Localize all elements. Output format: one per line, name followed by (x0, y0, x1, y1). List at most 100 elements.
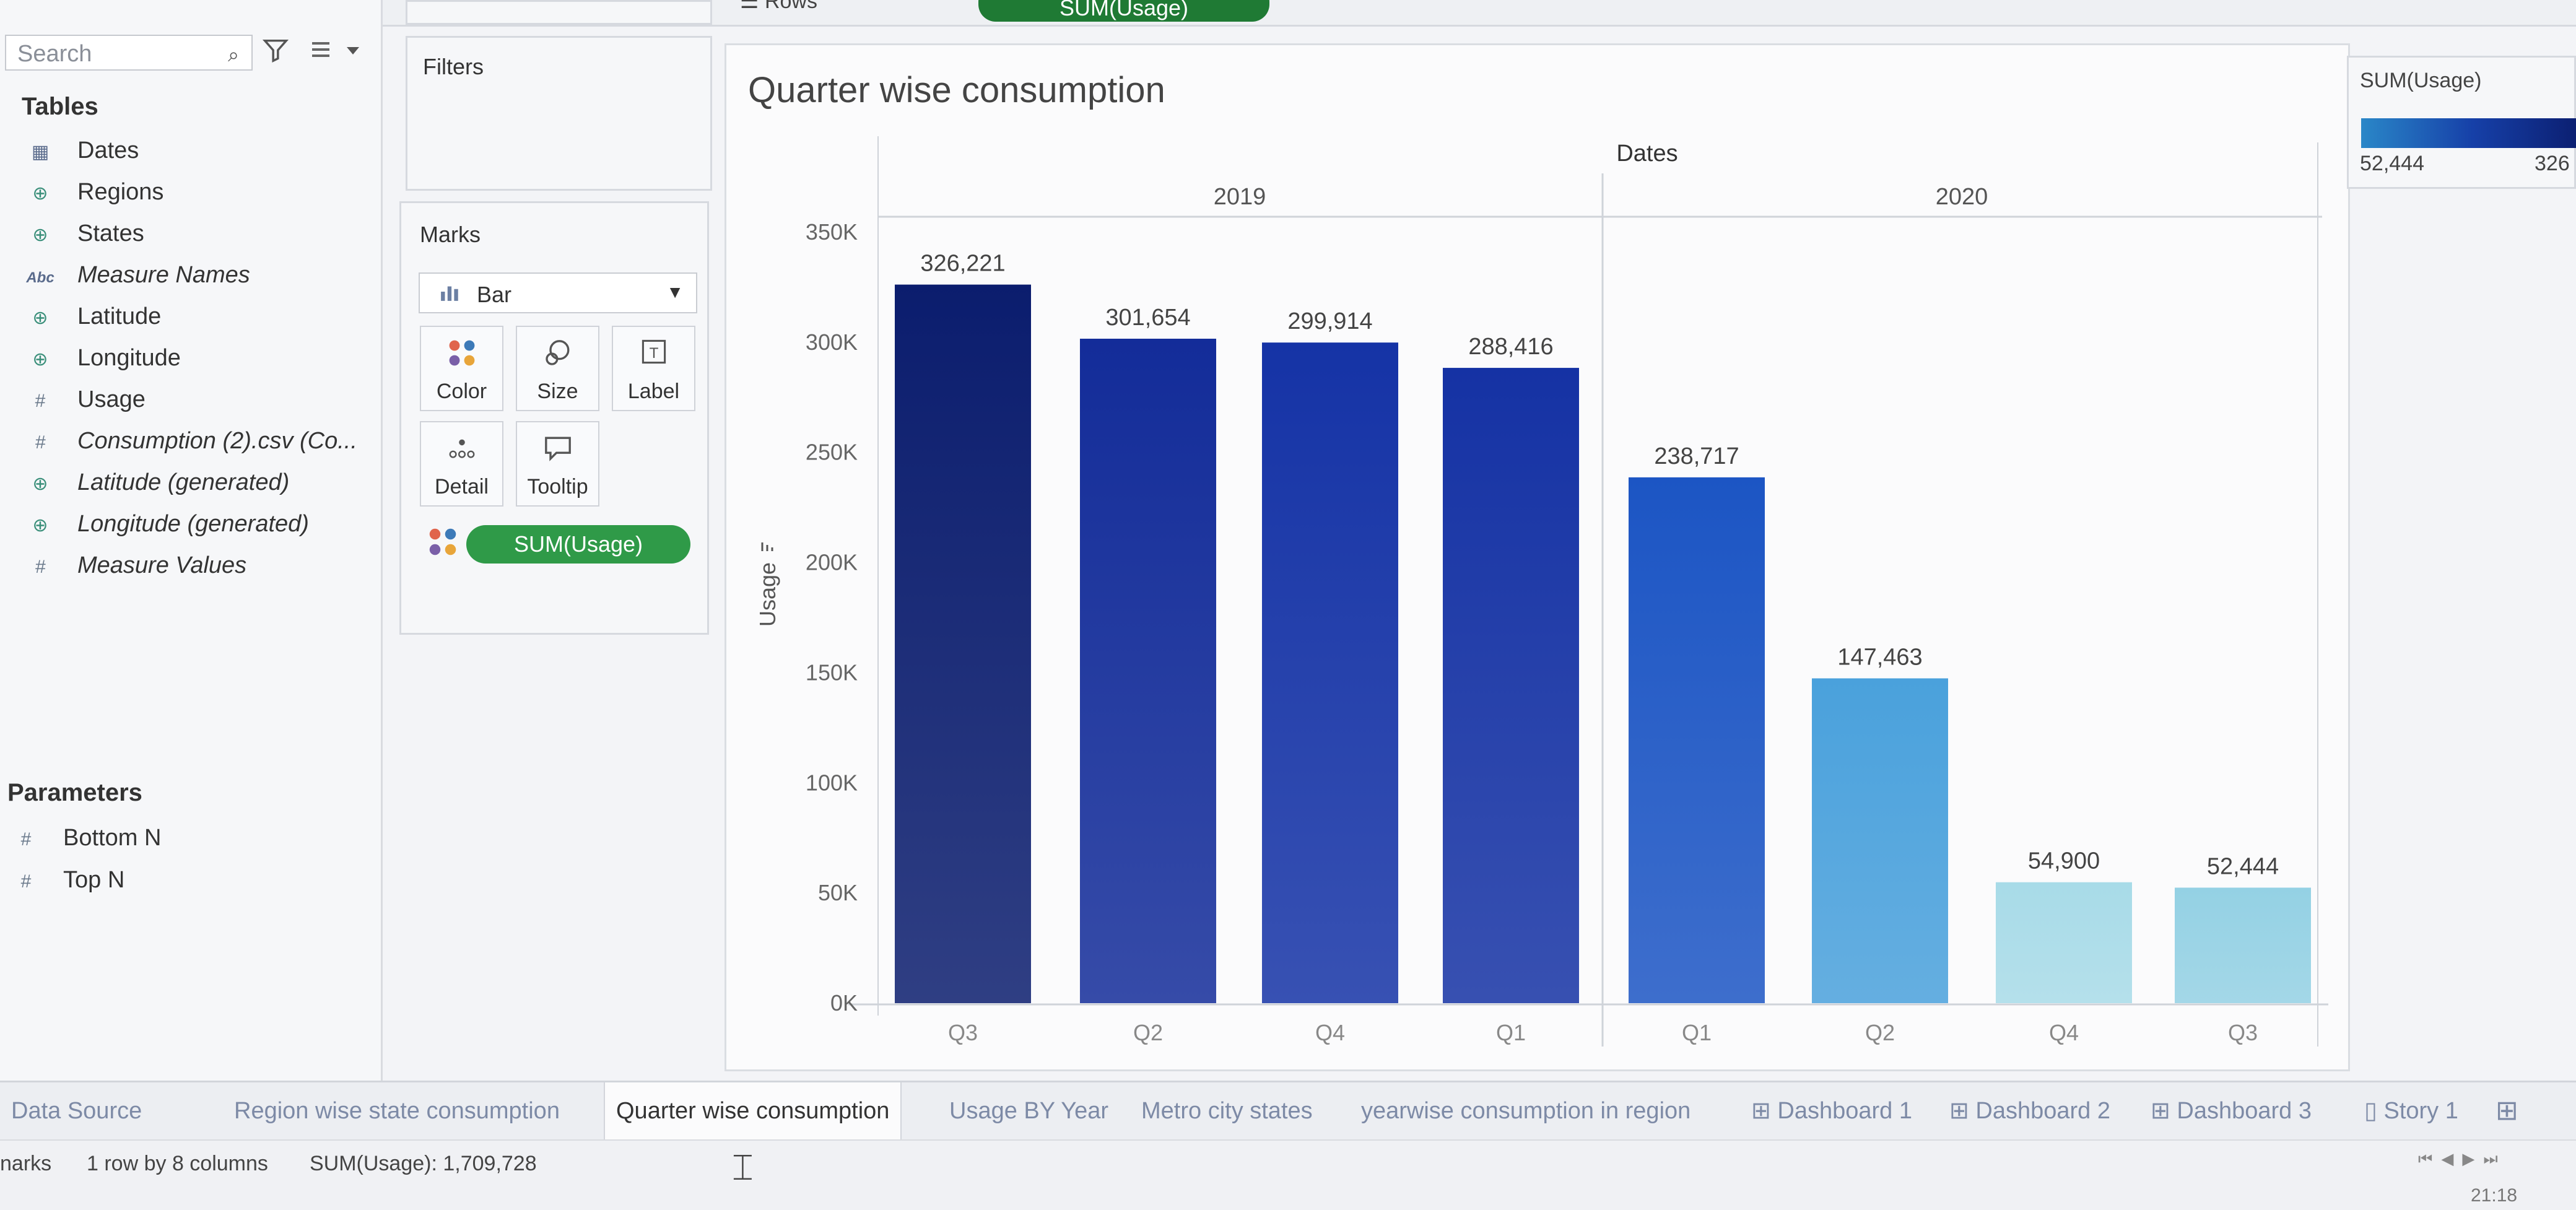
sheet-tab-label: Usage BY Year (949, 1098, 1109, 1124)
bar (2175, 887, 2311, 1003)
y-tick-label: 200K (806, 550, 858, 575)
rows-icon: ☰ (740, 0, 765, 13)
sheet-tab[interactable]: ▯ Story 1 (2353, 1082, 2469, 1139)
bar-value-label: 238,717 (1654, 443, 1739, 469)
status-rows-columns: 1 row by 8 columns (87, 1152, 268, 1175)
filter-icon[interactable] (261, 36, 290, 71)
mark-type-dropdown[interactable]: Bar ▼ (419, 272, 697, 313)
y-tick-label: 300K (806, 329, 858, 355)
marks-card: Marks Bar ▼ Color Size T Label Detail Tooltip… (399, 201, 709, 635)
x-tick-label: Q1 (1496, 1020, 1526, 1045)
field-item[interactable]: ⊕ Regions (22, 179, 163, 206)
field-item[interactable]: # Usage (22, 386, 146, 413)
bar-chart-icon (440, 281, 461, 305)
sheet-navigation-arrows[interactable]: ⏮◀▶⏭ (2418, 1149, 2507, 1168)
mark-button-label: Color (436, 380, 487, 403)
sheet-tab[interactable]: Data Source (0, 1082, 153, 1139)
globe-icon: ⊕ (32, 225, 48, 245)
y-tick-label: 50K (818, 880, 858, 905)
field-item[interactable]: ⊕ Longitude (generated) (22, 511, 309, 538)
field-item[interactable]: ⊕ States (22, 220, 144, 247)
y-tick-label: 100K (806, 770, 858, 795)
detail-mark-button[interactable]: Detail (420, 421, 503, 507)
tooltip-mark-button[interactable]: Tooltip (516, 421, 599, 507)
hash-icon: # (20, 871, 32, 892)
dates-header: Dates (1616, 141, 1677, 167)
sheet-tab-label: Region wise state consumption (234, 1098, 560, 1124)
bar-value-label: 299,914 (1287, 308, 1372, 334)
field-item[interactable]: Abc Measure Names (22, 262, 250, 289)
bar (895, 284, 1031, 1003)
tooltip-icon (517, 433, 598, 470)
year-label: 2020 (1936, 184, 1988, 210)
new-sheet-icon[interactable]: ⊞ (2496, 1095, 2518, 1126)
y-tick-label: 350K (806, 219, 858, 245)
svg-text:T: T (649, 345, 658, 362)
legend-gradient (2361, 118, 2576, 148)
mark-button-label: Detail (435, 475, 489, 498)
field-item[interactable]: # Consumption (2).csv (Co... (22, 428, 357, 455)
view-options-icon[interactable] (310, 38, 365, 66)
globe-icon: ⊕ (32, 183, 48, 204)
rows-label: Rows (764, 0, 817, 13)
tables-heading: Tables (22, 93, 98, 120)
sheet-tab[interactable]: Usage BY Year (938, 1082, 1120, 1139)
bar (1080, 338, 1216, 1003)
field-label: Longitude (generated) (77, 511, 309, 537)
field-item[interactable]: ⊕ Longitude (22, 345, 181, 372)
dashboard-icon: ⊞ (1949, 1098, 1976, 1124)
search-icon[interactable]: ⌕ (228, 43, 239, 66)
data-pane (0, 0, 383, 1081)
sheet-tab[interactable]: ⊞ Dashboard 3 (2139, 1082, 2323, 1139)
sheet-tab-label: Dashboard 2 (1975, 1098, 2110, 1124)
rows-shelf-pill[interactable]: SUM(Usage) (978, 0, 1269, 22)
chevron-down-icon[interactable]: ▼ (666, 282, 684, 302)
sheet-tab[interactable]: yearwise consumption in region (1350, 1082, 1702, 1139)
color-legend[interactable]: SUM(Usage) 52,444 326 (2347, 56, 2576, 189)
filters-title: Filters (423, 54, 484, 79)
mark-button-label: Label (627, 380, 680, 403)
status-marks: narks (0, 1152, 52, 1175)
text-cursor-icon: ⌶ (732, 1147, 754, 1188)
bar (1996, 882, 2132, 1003)
field-label: Longitude (77, 345, 181, 371)
parameter-item[interactable]: # Top N (7, 867, 125, 894)
sheet-tab[interactable]: ⊞ Dashboard 2 (1938, 1082, 2121, 1139)
sheet-tab[interactable]: Quarter wise consumption (604, 1082, 902, 1139)
y-tick-label: 150K (806, 659, 858, 685)
bar-value-label: 52,444 (2207, 853, 2279, 879)
hash-icon: # (35, 391, 46, 411)
sheet-tab[interactable]: Region wise state consumption (223, 1082, 571, 1139)
size-mark-button[interactable]: Size (516, 326, 599, 411)
bar-value-label: 288,416 (1468, 334, 1553, 360)
bar (1629, 477, 1765, 1003)
hash-icon: # (35, 432, 46, 453)
y-axis-label: Usage (755, 562, 780, 627)
sheet-tab-label: Data Source (11, 1098, 142, 1124)
sheet-tab-label: Dashboard 3 (2177, 1098, 2312, 1124)
sheet-tab[interactable]: Metro city states (1130, 1082, 1324, 1139)
color-pill-sum-usage[interactable]: SUM(Usage) (466, 525, 690, 564)
filters-card[interactable]: Filters (406, 36, 712, 191)
parameter-label: Bottom N (63, 825, 162, 851)
field-item[interactable]: ⊕ Latitude (22, 303, 161, 330)
calendar-icon: ▦ (31, 142, 50, 162)
sheet-tabs: Data Source Region wise state consumption… (0, 1082, 2576, 1139)
field-label: Dates (77, 137, 139, 163)
x-tick-label: Q2 (1133, 1020, 1163, 1045)
color-mark-button[interactable]: Color (420, 326, 503, 411)
field-label: Measure Names (77, 262, 250, 288)
sheet-tab[interactable]: ⊞ Dashboard 1 (1740, 1082, 1923, 1139)
sheet-tab-label: Quarter wise consumption (616, 1098, 890, 1124)
legend-min: 52,444 (2360, 152, 2424, 175)
field-item[interactable]: ⊕ Latitude (generated) (22, 469, 289, 496)
field-item[interactable]: ▦ Dates (22, 137, 139, 164)
parameter-item[interactable]: # Bottom N (7, 825, 162, 851)
field-item[interactable]: # Measure Values (22, 552, 247, 579)
sheet-tab-bar (0, 1081, 2576, 1141)
status-sum: SUM(Usage): 1,709,728 (310, 1152, 537, 1175)
label-mark-button[interactable]: T Label (612, 326, 695, 411)
search-input[interactable]: Search ⌕ (5, 35, 253, 71)
bar-chart: Dates 2019 2020 0K 50K 100K 150K 200K 250K 300K 35… (755, 136, 2328, 1047)
mark-type-label: Bar (477, 282, 512, 307)
